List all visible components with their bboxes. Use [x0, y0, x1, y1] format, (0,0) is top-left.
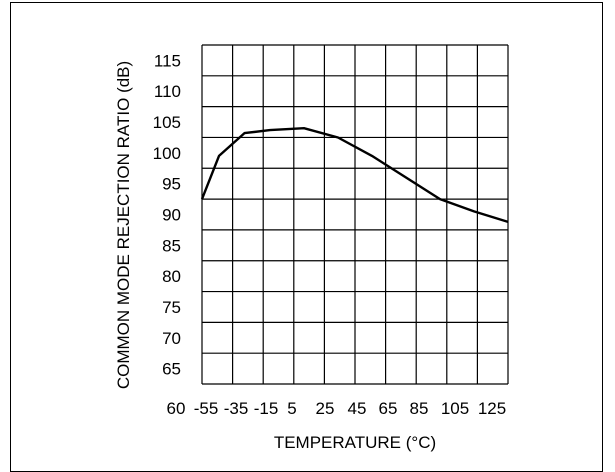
y-tick-labels: 115 110 105 100 95 90 85 80 75 70 65: [153, 51, 181, 378]
x-tick-label: 25: [316, 399, 335, 418]
x-tick-label: 85: [410, 399, 429, 418]
y-tick-label: 95: [162, 175, 181, 194]
plot-grid: [201, 44, 509, 385]
y-tick-label: 70: [162, 329, 181, 348]
y-tick-label: 105: [153, 113, 181, 132]
y-tick-label: 85: [162, 236, 181, 255]
x-tick-labels: 60 -55 -35 -15 5 25 45 65 85 105 125: [167, 399, 507, 418]
y-tick-label: 115: [154, 51, 181, 70]
x-tick-label: -15: [254, 399, 279, 418]
cmrr-chart: 115 110 105 100 95 90 85 80 75 70 65 60 -55 -35 -15 5 2…: [114, 44, 509, 452]
x-tick-label: 45: [348, 399, 367, 418]
y-tick-label: 80: [162, 267, 181, 286]
y-tick-label: 65: [162, 360, 181, 379]
x-tick-label: 5: [287, 399, 296, 418]
y-tick-label: 100: [153, 144, 181, 163]
x-tick-label: 105: [441, 399, 469, 418]
x-tick-label: 125: [478, 399, 506, 418]
cmrr-line: [200, 126, 509, 224]
x-tick-label: -35: [224, 399, 249, 418]
figure-frame: [10, 2, 603, 472]
y-axis-title: COMMON MODE REJECTION RATIO (dB): [114, 61, 133, 389]
x-tick-label: 60: [167, 399, 186, 418]
x-tick-label: 65: [379, 399, 398, 418]
x-tick-label: -55: [194, 399, 219, 418]
y-tick-label: 90: [162, 206, 181, 225]
y-tick-label: 75: [162, 298, 181, 317]
y-tick-label: 110: [154, 82, 181, 101]
x-axis-title: TEMPERATURE (°C): [274, 433, 436, 452]
